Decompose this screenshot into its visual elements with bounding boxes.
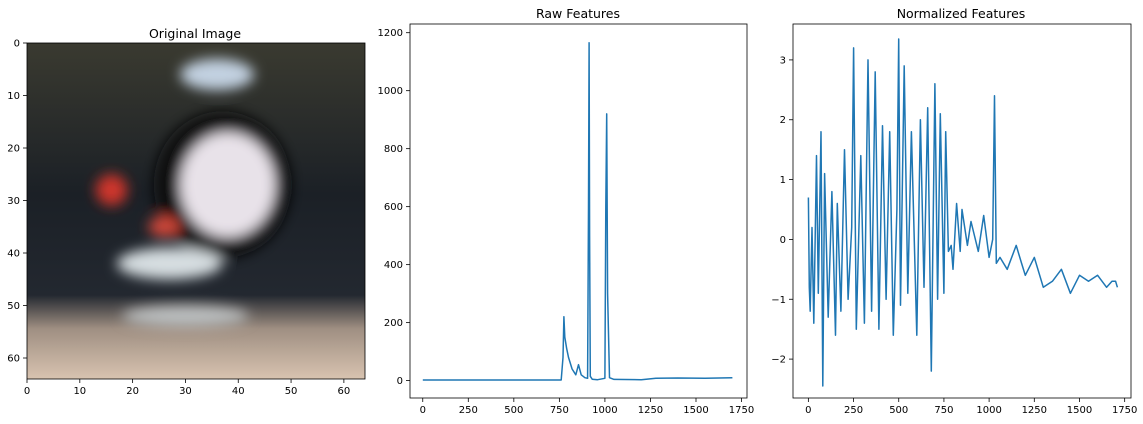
raw-features-series-line <box>422 42 733 381</box>
raw-features-y-tick-label: 800 <box>384 144 403 155</box>
normalized-features-x-tick-label: 1500 <box>1067 405 1092 416</box>
raw-features-x-tick-label: 0 <box>420 405 426 416</box>
image-region <box>122 305 249 327</box>
original-image <box>27 43 365 379</box>
raw-features-y-tick-label: 200 <box>384 318 403 329</box>
normalized-features-x-tick-label: 500 <box>889 405 908 416</box>
image-region <box>116 247 223 280</box>
raw-features-y-tick-label: 400 <box>384 260 403 271</box>
normalized-features-x-tick-label: 1750 <box>1112 405 1137 416</box>
normalized-features-x-tick-label: 1000 <box>976 405 1001 416</box>
raw-features-x-tick-label: 1250 <box>638 405 663 416</box>
raw-features-x-tick-label: 750 <box>550 405 569 416</box>
image-region <box>180 132 276 238</box>
original-image-title: Original Image <box>149 26 241 41</box>
image-y-tick-label: 40 <box>7 249 20 260</box>
normalized-features-x-tick-label: 750 <box>934 405 953 416</box>
normalized-features-plot-area <box>792 23 1132 399</box>
image-x-tick-label: 40 <box>232 386 245 397</box>
image-y-tick-label: 60 <box>7 354 20 365</box>
image-x-tick-label: 20 <box>126 386 139 397</box>
raw-features-title: Raw Features <box>536 6 620 21</box>
normalized-features-y-tick-label: 1 <box>780 175 786 186</box>
raw-features-panel: Raw Features 0 250 500 750 1000 1250 1500 1750 0… <box>378 6 755 416</box>
image-y-tick-label: 10 <box>7 91 20 102</box>
normalized-features-series-line <box>807 38 1119 387</box>
normalized-features-title: Normalized Features <box>897 6 1026 21</box>
raw-features-x-tick-label: 1500 <box>683 405 708 416</box>
normalized-features-x-tick-label: 1250 <box>1022 405 1047 416</box>
raw-features-y-tick-label: 1000 <box>378 86 403 97</box>
image-y-tick-label: 20 <box>7 144 20 155</box>
normalized-features-y-tick-label: 3 <box>780 55 786 66</box>
image-x-tick-label: 10 <box>73 386 86 397</box>
raw-features-y-tick-label: 0 <box>397 376 403 387</box>
raw-features-x-tick-label: 1000 <box>592 405 617 416</box>
raw-features-x-tick-label: 500 <box>504 405 523 416</box>
normalized-features-x-tick-label: 0 <box>805 405 811 416</box>
image-x-tick-label: 30 <box>179 386 192 397</box>
image-x-tick-label: 50 <box>285 386 298 397</box>
image-x-tick-label: 0 <box>24 386 30 397</box>
image-x-tick-label: 60 <box>338 386 351 397</box>
original-image-panel: Original Image 0 10 20 30 40 50 60 0 10 20 30 40 50 6… <box>7 26 366 397</box>
raw-features-x-tick-label: 1750 <box>729 405 754 416</box>
image-y-tick-label: 30 <box>7 196 20 207</box>
normalized-features-y-tick-label: −1 <box>771 295 786 306</box>
normalized-features-x-tick-label: 250 <box>844 405 863 416</box>
image-region <box>180 58 255 91</box>
normalized-features-y-tick-label: 0 <box>780 235 786 246</box>
raw-features-x-tick-label: 250 <box>459 405 478 416</box>
original-image-frame <box>26 42 366 380</box>
raw-features-y-tick-label: 1200 <box>378 28 403 39</box>
image-region <box>148 216 181 238</box>
normalized-features-panel: Normalized Features 0 250 500 750 1000 1250 15… <box>771 6 1137 416</box>
image-y-tick-label: 50 <box>7 301 20 312</box>
image-region <box>95 174 128 206</box>
image-y-tick-label: 0 <box>14 39 20 50</box>
raw-features-y-tick-label: 600 <box>384 202 403 213</box>
normalized-features-y-tick-label: 2 <box>780 115 786 126</box>
raw-features-plot-area <box>409 23 748 399</box>
normalized-features-y-tick-label: −2 <box>771 355 786 366</box>
